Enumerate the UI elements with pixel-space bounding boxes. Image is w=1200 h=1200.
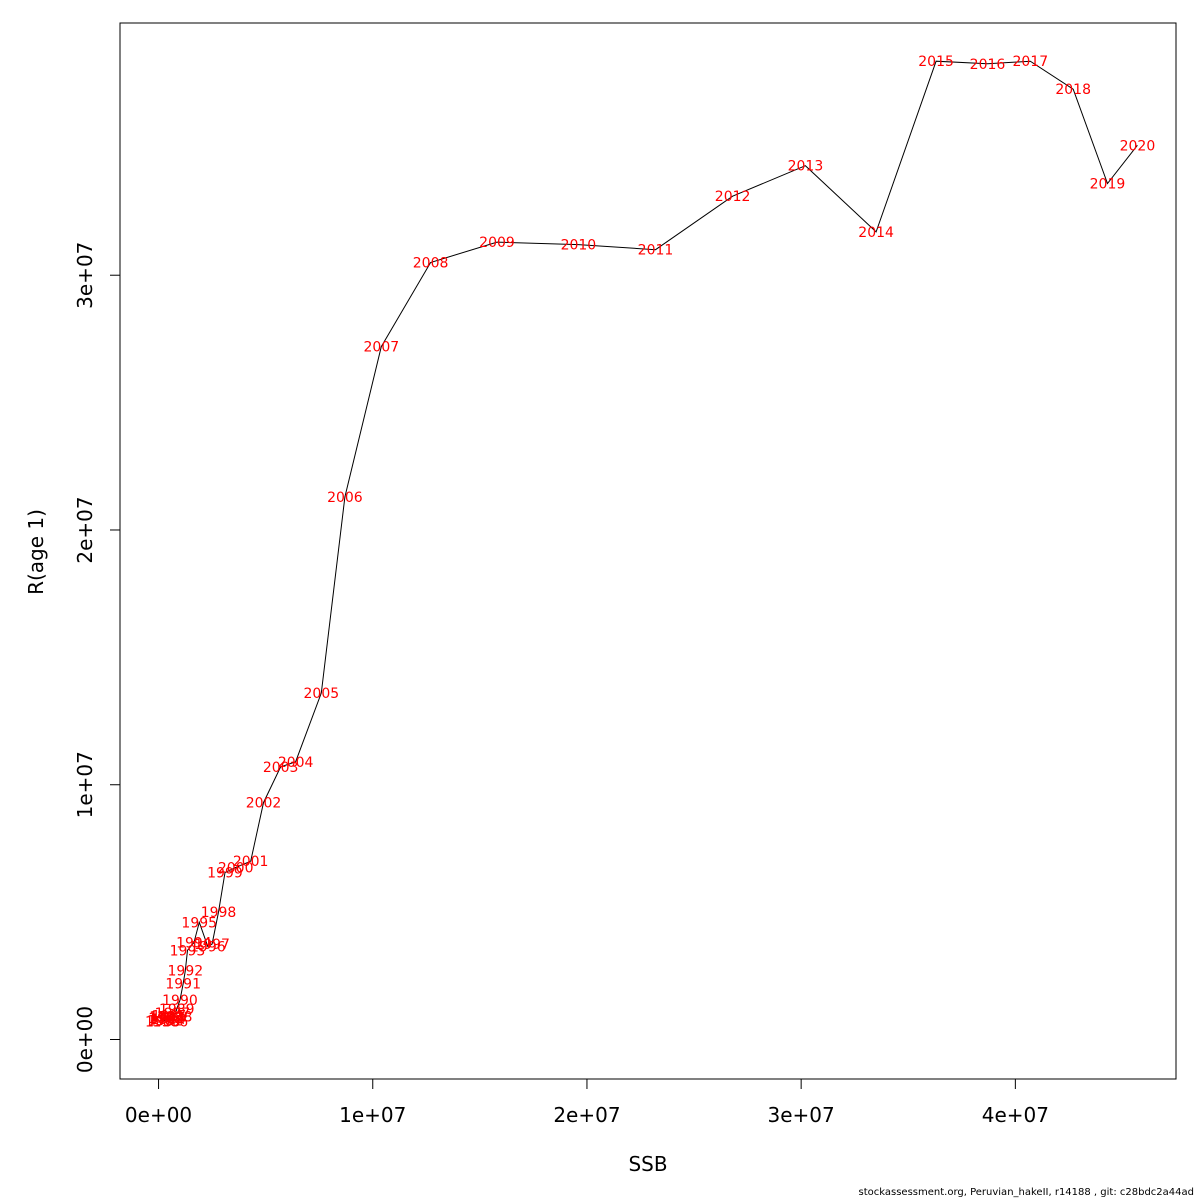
point-label: 2007 <box>364 340 400 356</box>
point-label: 1983 <box>149 1010 185 1026</box>
point-label: 1991 <box>165 976 201 992</box>
point-label: 2013 <box>788 159 824 175</box>
point-label: 1997 <box>194 937 230 953</box>
point-label: 1988 <box>157 1010 193 1026</box>
series-line <box>162 60 1138 1023</box>
x-tick-label: 3e+07 <box>768 1103 835 1127</box>
y-axis: 0e+00 1e+07 2e+07 3e+07 <box>73 242 121 1073</box>
point-label: 2000 <box>218 861 254 877</box>
point-label: 2011 <box>638 243 674 259</box>
point-label: 1981 <box>147 1013 183 1029</box>
point-label: 1993 <box>170 943 206 959</box>
x-tick-label: 1e+07 <box>339 1103 406 1127</box>
plot-frame <box>119 22 1177 1080</box>
point-label: 2008 <box>413 255 449 271</box>
point-label: 2003 <box>263 760 299 776</box>
point-label: 1980 <box>145 1015 181 1031</box>
point-label: 2005 <box>304 686 340 702</box>
point-label: 2020 <box>1120 138 1156 154</box>
point-label: 1998 <box>201 905 237 921</box>
footer-credit: stockassessment.org, Peruvian_hakeII, r1… <box>858 1187 1194 1198</box>
point-label: 2006 <box>327 490 363 506</box>
x-tick-label: 4e+07 <box>982 1103 1049 1127</box>
y-axis-title: R(age 1) <box>24 509 48 595</box>
point-label: 1996 <box>190 940 226 956</box>
point-label: 2002 <box>246 796 282 812</box>
point-label: 2010 <box>561 238 597 254</box>
point-label: 1999 <box>207 866 243 882</box>
point-label: 2019 <box>1090 177 1126 193</box>
point-label: 2012 <box>715 189 751 205</box>
point-label: 2001 <box>233 854 269 870</box>
point-label: 2009 <box>479 235 515 251</box>
point-label: 1990 <box>162 993 198 1009</box>
x-axis-title: SSB <box>628 1152 667 1176</box>
point-labels: 1980198119821983198419851986198719881989… <box>145 54 1155 1030</box>
point-label: 2014 <box>858 225 894 241</box>
y-tick-label: 1e+07 <box>73 751 97 818</box>
point-label: 1985 <box>151 1008 187 1024</box>
point-label: 1992 <box>168 964 204 980</box>
point-label: 1987 <box>155 1006 191 1022</box>
point-label: 2015 <box>918 54 954 70</box>
y-tick-label: 0e+00 <box>73 1006 97 1073</box>
y-tick-label: 3e+07 <box>73 242 97 309</box>
point-label: 1984 <box>150 1012 186 1028</box>
point-label: 1986 <box>153 1015 189 1031</box>
point-label: 1994 <box>176 936 212 952</box>
point-label: 1982 <box>148 1011 184 1027</box>
point-label: 2017 <box>1013 54 1049 70</box>
x-axis: 0e+00 1e+07 2e+07 3e+07 4e+07 <box>125 1078 1049 1127</box>
y-tick-label: 2e+07 <box>73 496 97 563</box>
point-label: 2016 <box>970 57 1006 73</box>
point-label: 2018 <box>1055 82 1091 98</box>
x-tick-label: 2e+07 <box>553 1103 620 1127</box>
x-tick-label: 0e+00 <box>125 1103 192 1127</box>
point-label: 2004 <box>278 755 314 771</box>
point-label: 1995 <box>181 915 217 931</box>
point-label: 1989 <box>159 1002 195 1018</box>
